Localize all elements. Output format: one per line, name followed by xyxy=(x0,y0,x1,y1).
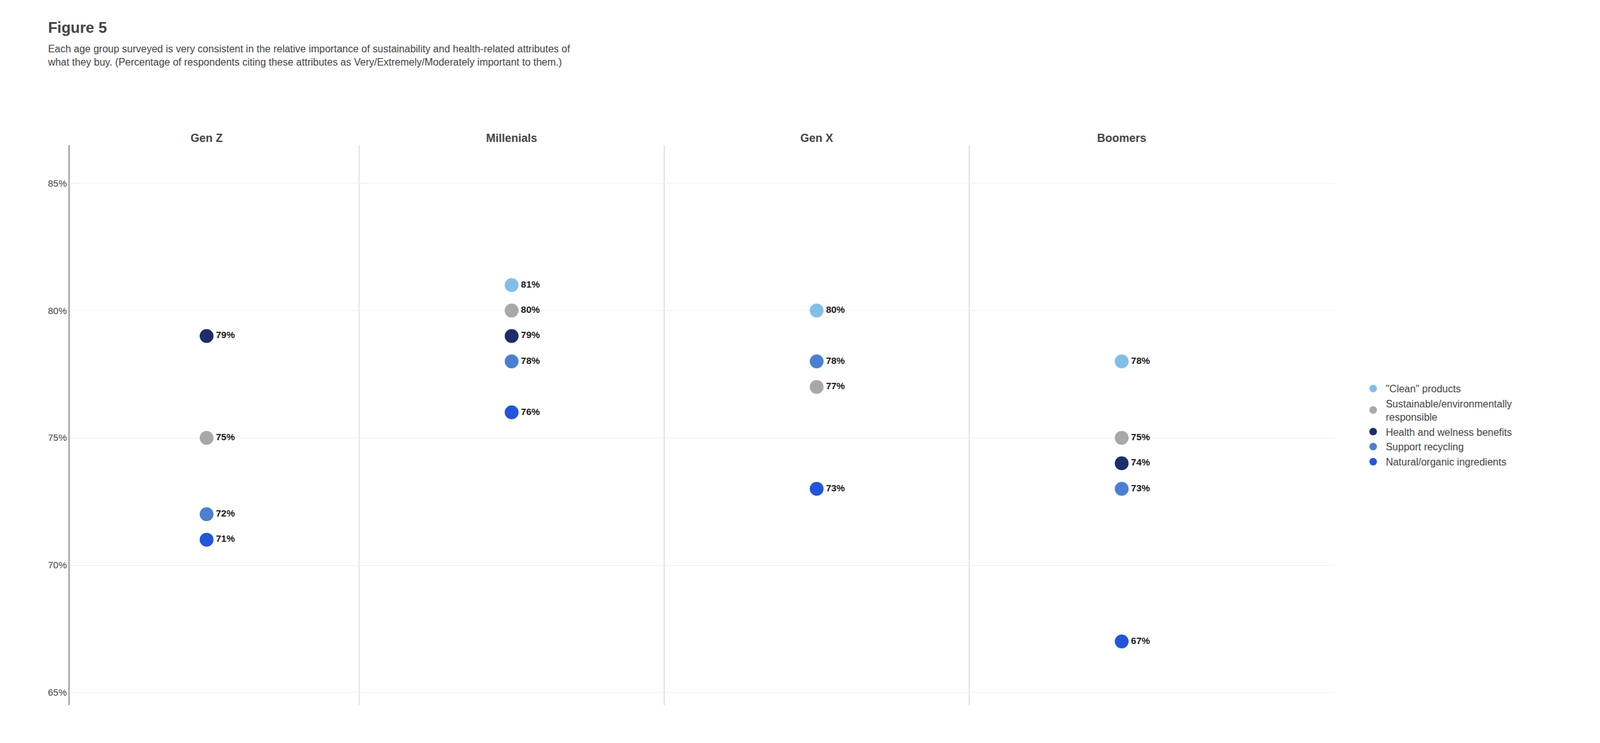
svg-text:Health and welness benefits: Health and welness benefits xyxy=(1385,426,1512,438)
svg-text:79%: 79% xyxy=(520,329,540,340)
svg-text:73%: 73% xyxy=(825,482,845,493)
svg-text:Boomers: Boomers xyxy=(1096,131,1147,145)
svg-text:78%: 78% xyxy=(1130,354,1150,366)
svg-text:75%: 75% xyxy=(47,431,67,443)
svg-text:Millenials: Millenials xyxy=(486,131,538,145)
svg-text:70%: 70% xyxy=(47,559,67,570)
svg-text:Figure 5: Figure 5 xyxy=(47,18,107,36)
svg-text:Gen Z: Gen Z xyxy=(190,131,223,145)
svg-text:71%: 71% xyxy=(215,532,235,544)
svg-text:65%: 65% xyxy=(47,686,67,698)
svg-text:75%: 75% xyxy=(215,431,235,442)
svg-text:80%: 80% xyxy=(47,305,67,316)
svg-text:79%: 79% xyxy=(215,329,235,340)
svg-text:Support recycling: Support recycling xyxy=(1385,441,1464,453)
svg-text:78%: 78% xyxy=(520,354,540,366)
svg-text:Sustainable/environmentallyres: Sustainable/environmentallyresponsible xyxy=(1385,398,1512,423)
svg-text:74%: 74% xyxy=(1130,456,1150,468)
svg-text:77%: 77% xyxy=(825,380,845,391)
svg-text:"Clean" products: "Clean" products xyxy=(1385,383,1461,395)
svg-text:73%: 73% xyxy=(1130,482,1150,493)
svg-text:80%: 80% xyxy=(520,303,540,315)
svg-text:67%: 67% xyxy=(1130,634,1150,646)
svg-text:81%: 81% xyxy=(520,278,540,290)
svg-text:Each age group surveyed is ver: Each age group surveyed is very consiste… xyxy=(47,43,571,68)
svg-text:75%: 75% xyxy=(1130,431,1150,442)
svg-text:85%: 85% xyxy=(47,177,67,189)
svg-text:76%: 76% xyxy=(520,405,540,417)
svg-text:Natural/organic ingredients: Natural/organic ingredients xyxy=(1385,456,1507,468)
svg-text:Gen X: Gen X xyxy=(800,131,833,145)
svg-text:80%: 80% xyxy=(825,303,845,315)
svg-text:72%: 72% xyxy=(215,507,235,519)
svg-text:78%: 78% xyxy=(825,354,845,366)
